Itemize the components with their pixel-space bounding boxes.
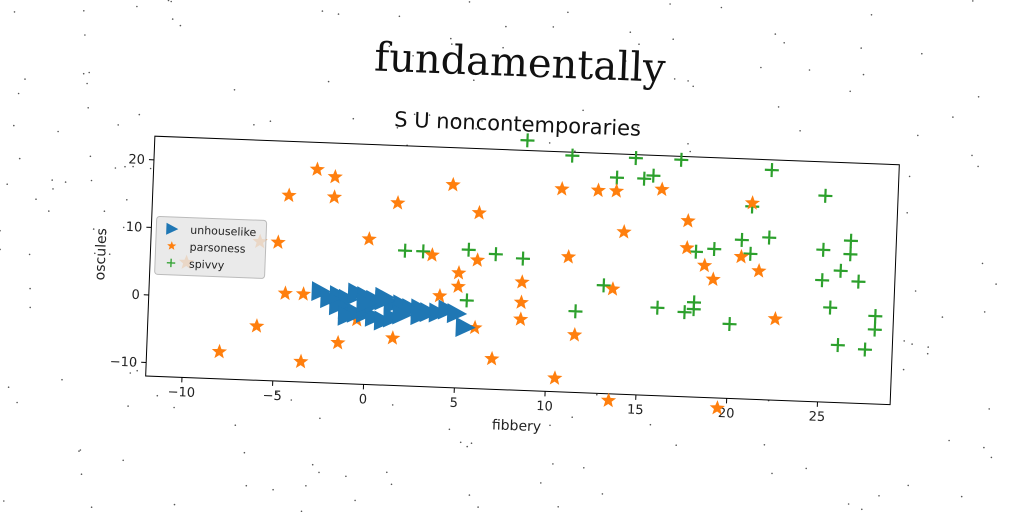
x-tick-label: 25 (808, 410, 825, 426)
speckle-dot (669, 3, 671, 5)
data-point-parsoness (601, 392, 617, 407)
x-axis-label: fibbery (492, 417, 542, 435)
speckle-dot (3, 500, 5, 502)
speckle-dot (972, 0, 974, 2)
legend-label: parsoness (189, 241, 246, 256)
x-tick-label: 15 (627, 403, 644, 419)
x-tick-label: 10 (536, 399, 553, 415)
data-point-spivvy (520, 133, 535, 148)
legend-label: spivvy (189, 258, 225, 272)
x-tick-label: −10 (167, 385, 195, 401)
x-tick-label: 0 (359, 392, 368, 407)
y-tick-label: 0 (131, 288, 140, 303)
x-tick-label: −5 (262, 389, 282, 405)
y-axis-label: oscules (92, 228, 110, 281)
legend-label: unhouselike (190, 224, 257, 240)
speckle-dot (174, 504, 176, 506)
x-tick-label: 5 (449, 396, 458, 411)
y-tick-label: −10 (109, 355, 137, 371)
y-tick-label: 20 (128, 152, 145, 168)
speckle-dot (91, 506, 93, 508)
y-tick-label: 10 (126, 220, 143, 236)
